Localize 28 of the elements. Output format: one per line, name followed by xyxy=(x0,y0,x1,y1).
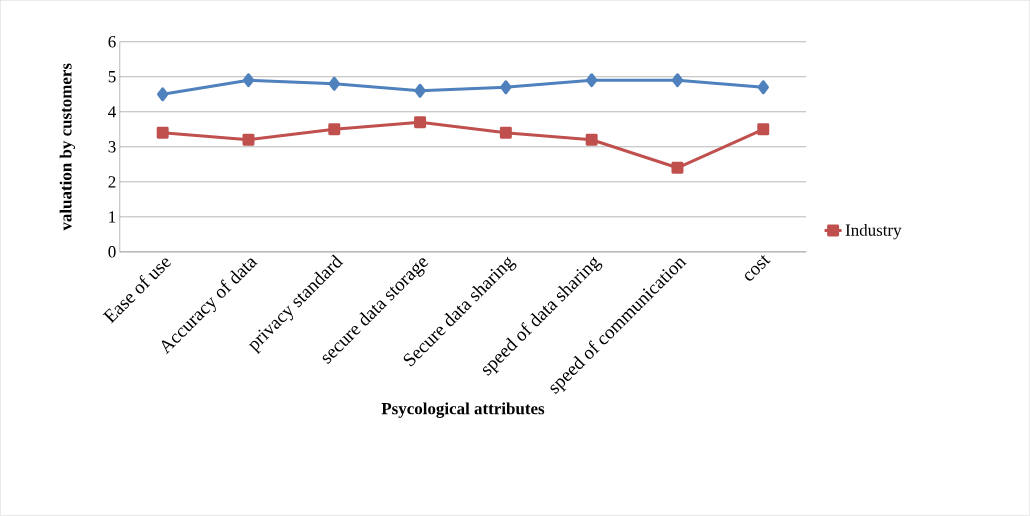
x-tick-label: Ease of use xyxy=(102,258,172,324)
y-axis-title: valuation by customers xyxy=(59,63,76,231)
y-tick-label: 1 xyxy=(109,211,116,223)
point xyxy=(586,73,598,88)
y-tick-label: 6 xyxy=(108,36,116,48)
point xyxy=(328,123,341,136)
point xyxy=(671,161,684,174)
point xyxy=(499,126,512,139)
point xyxy=(585,133,598,146)
legend-label: Industry xyxy=(845,224,902,240)
y-tick-label: 4 xyxy=(108,106,116,118)
point xyxy=(328,76,340,91)
x-tick-label: cost xyxy=(745,255,771,281)
point xyxy=(757,80,769,95)
y-tick-label: 5 xyxy=(108,71,116,83)
point xyxy=(157,87,169,102)
y-tick-label: 0 xyxy=(108,246,116,258)
point xyxy=(757,123,770,136)
y-tick-label: 3 xyxy=(108,141,116,153)
y-tick-label: 2 xyxy=(108,176,116,188)
x-axis-title: Psycological attributes xyxy=(381,402,545,419)
point xyxy=(671,73,684,88)
point xyxy=(242,133,255,146)
point xyxy=(500,80,512,95)
point xyxy=(242,73,255,88)
point xyxy=(414,116,427,129)
point xyxy=(156,126,169,139)
point xyxy=(414,83,426,98)
